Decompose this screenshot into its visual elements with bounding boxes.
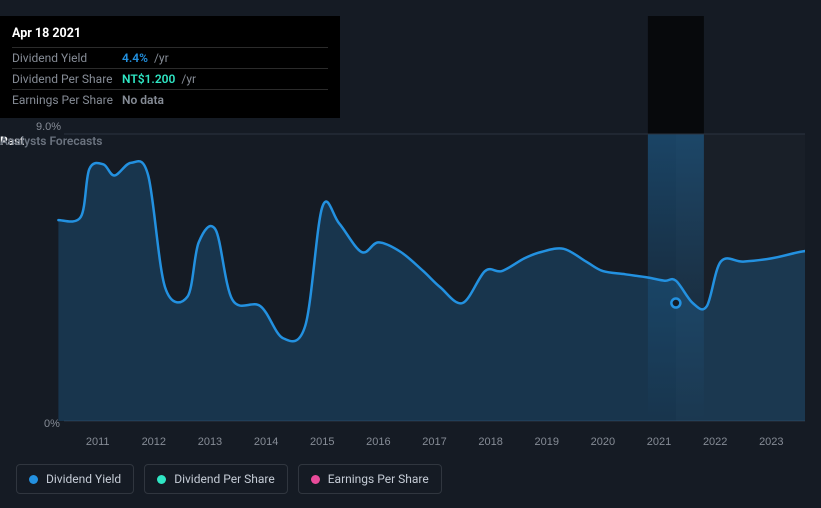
tooltip-value: NT$1.200 xyxy=(122,72,175,86)
svg-text:2021: 2021 xyxy=(647,436,671,448)
legend-label: Dividend Per Share xyxy=(174,472,275,486)
svg-text:2015: 2015 xyxy=(310,436,334,448)
legend: Dividend Yield Dividend Per Share Earnings… xyxy=(16,464,442,494)
svg-text:2012: 2012 xyxy=(142,436,166,448)
legend-item[interactable]: Dividend Yield xyxy=(16,464,134,494)
tooltip-row: Earnings Per ShareNo data xyxy=(12,89,328,110)
tooltip: Apr 18 2021 Dividend Yield4.4% /yrDivide… xyxy=(0,16,340,118)
svg-text:2014: 2014 xyxy=(254,436,278,448)
tooltip-unit: /yr xyxy=(178,72,196,86)
legend-item[interactable]: Earnings Per Share xyxy=(298,464,442,494)
svg-text:2020: 2020 xyxy=(591,436,615,448)
svg-text:2018: 2018 xyxy=(478,436,502,448)
svg-text:2016: 2016 xyxy=(366,436,390,448)
tooltip-row: Dividend Yield4.4% /yr xyxy=(12,47,328,68)
svg-text:9.0%: 9.0% xyxy=(36,121,61,133)
svg-text:2013: 2013 xyxy=(198,436,222,448)
svg-text:2023: 2023 xyxy=(759,436,783,448)
tooltip-label: Dividend Per Share xyxy=(12,72,122,86)
svg-text:2019: 2019 xyxy=(535,436,559,448)
svg-text:2022: 2022 xyxy=(703,436,727,448)
legend-dot-icon xyxy=(29,475,38,484)
legend-dot-icon xyxy=(311,475,320,484)
legend-label: Earnings Per Share xyxy=(328,472,429,486)
svg-text:2011: 2011 xyxy=(86,436,110,448)
tooltip-label: Dividend Yield xyxy=(12,51,122,65)
tooltip-value: 4.4% xyxy=(122,51,148,65)
tooltip-row: Dividend Per ShareNT$1.200 /yr xyxy=(12,68,328,89)
tooltip-label: Earnings Per Share xyxy=(12,93,122,107)
tooltip-unit: /yr xyxy=(151,51,169,65)
svg-text:0%: 0% xyxy=(44,418,60,430)
forecast-label: Analysts Forecasts xyxy=(0,134,102,148)
tooltip-value: No data xyxy=(122,93,164,107)
legend-label: Dividend Yield xyxy=(46,472,121,486)
legend-dot-icon xyxy=(157,475,166,484)
tooltip-date: Apr 18 2021 xyxy=(12,26,328,41)
svg-text:2017: 2017 xyxy=(422,436,446,448)
legend-item[interactable]: Dividend Per Share xyxy=(144,464,288,494)
